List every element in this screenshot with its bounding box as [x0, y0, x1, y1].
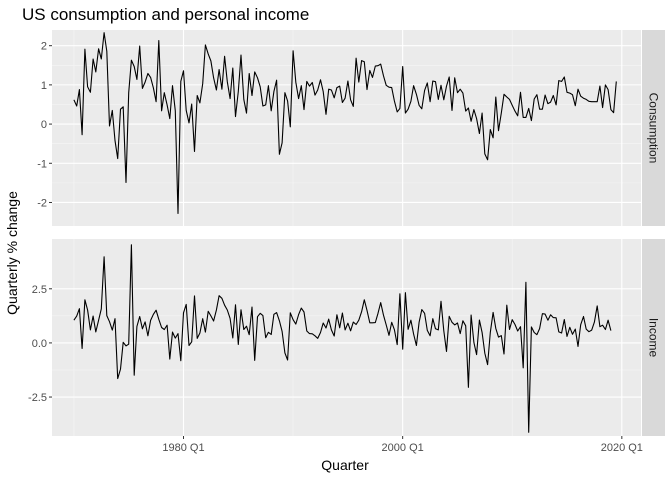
- y-tick-label: 2: [41, 41, 47, 53]
- panels: -2 -1 0 1 2 Consumption -2.5 0.0 2.5 Income: [28, 30, 665, 436]
- facet-strip-label: Income: [647, 318, 661, 358]
- facet-strip-label: Consumption: [647, 93, 661, 164]
- panel-background: [52, 239, 641, 436]
- x-tick-label: 1980 Q1: [162, 442, 204, 454]
- y-tick-label: 0.0: [32, 338, 47, 350]
- y-tick-label: -2.5: [28, 392, 47, 404]
- panel-income: -2.5 0.0 2.5 Income: [28, 239, 665, 436]
- series-line-consumption: [73, 32, 617, 215]
- y-tick-label: -1: [37, 158, 47, 170]
- facet-strip: [642, 30, 665, 226]
- y-tick-label: 2.5: [32, 284, 47, 296]
- panel-consumption: -2 -1 0 1 2 Consumption: [37, 30, 665, 226]
- y-axis-title: Quarterly % change: [4, 191, 20, 315]
- panel-background: [52, 30, 641, 226]
- facet-strip: [642, 239, 665, 436]
- series-line-income: [73, 244, 612, 433]
- y-tick-label: 0: [41, 119, 47, 131]
- chart-title: US consumption and personal income: [22, 5, 309, 24]
- y-tick-label: -2: [37, 197, 47, 209]
- x-tick-label: 2020 Q1: [601, 442, 643, 454]
- x-axis: 1980 Q1 2000 Q1 2020 Q1: [162, 436, 643, 454]
- x-tick-label: 2000 Q1: [382, 442, 424, 454]
- x-axis-title: Quarter: [321, 457, 369, 473]
- y-tick-label: 1: [41, 80, 47, 92]
